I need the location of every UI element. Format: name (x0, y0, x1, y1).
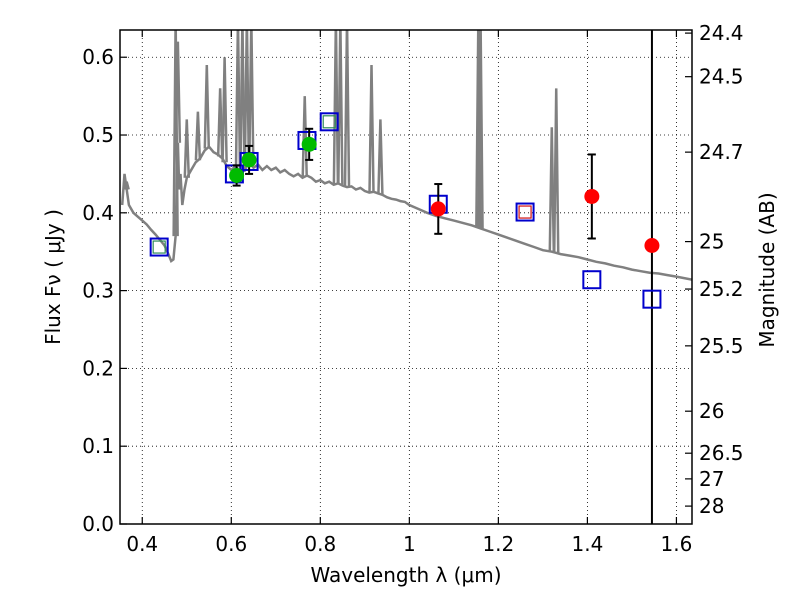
emission-line (248, 30, 255, 165)
model-photometry-square (149, 237, 169, 257)
emission-line (183, 119, 191, 178)
right-tick-label: 27 (699, 467, 724, 491)
emission-line (337, 30, 344, 185)
x-tick-label: 0.4 (126, 532, 158, 556)
emission-line (552, 88, 560, 253)
observed-flux-point (301, 136, 317, 152)
emission-line (221, 57, 228, 163)
emission-line (123, 181, 130, 190)
model-spectrum-line (120, 142, 692, 281)
y-tick-label: 0.6 (82, 45, 114, 69)
emission-line (477, 30, 484, 229)
model-photometry-square (515, 202, 535, 222)
right-tick-label: 28 (699, 494, 724, 518)
emission-lines (123, 30, 560, 253)
right-axis-label: Magnitude (AB) (755, 192, 779, 347)
plot-background (120, 30, 692, 524)
x-tick-label: 1.2 (482, 532, 514, 556)
y-axis-ticks: 0.0 0.1 0.2 0.3 0.4 0.5 0.6 (82, 45, 127, 536)
emission-line (548, 127, 556, 252)
emission-line (377, 119, 384, 195)
observed-flux-point (241, 152, 257, 168)
x-tick-label: 0.8 (304, 532, 336, 556)
photometry-markers (149, 112, 662, 309)
emission-line (243, 30, 251, 167)
emission-line (172, 30, 179, 237)
y-tick-label: 0.0 (82, 512, 114, 536)
x-tick-label: 0.6 (215, 532, 247, 556)
right-tick-label: 25 (699, 230, 724, 254)
emission-line (343, 30, 351, 188)
observed-flux-point (229, 167, 245, 183)
emission-line (234, 30, 242, 171)
x-tick-label: 1.6 (661, 532, 693, 556)
right-tick-label: 24.7 (699, 140, 744, 164)
emission-line (194, 111, 202, 161)
observed-flux-point (644, 237, 660, 253)
x-axis-ticks: 0.4 0.6 0.8 1 1.2 1.4 1.6 (126, 30, 692, 556)
model-photometry-square (582, 270, 602, 290)
y-tick-label: 0.1 (82, 434, 114, 458)
x-tick-label: 1.4 (571, 532, 603, 556)
right-tick-label: 24.4 (699, 21, 744, 45)
observed-flux-point (430, 201, 446, 217)
inner-square-marker (152, 240, 166, 254)
x-axis-label: Wavelength λ (μm) (310, 563, 501, 587)
right-tick-label: 24.5 (699, 65, 744, 89)
inner-square-marker (322, 115, 336, 129)
right-tick-label: 26 (699, 399, 724, 423)
right-axis-ticks: 24.4 24.5 24.7 25 25.2 25.5 26 26.527 28 (685, 21, 744, 518)
inner-square-marker (518, 205, 532, 219)
y-tick-label: 0.2 (82, 356, 114, 380)
y-tick-label: 0.5 (82, 123, 114, 147)
right-tick-label: 26.5 (699, 441, 744, 465)
right-tick-label: 25.2 (699, 277, 744, 301)
emission-line (203, 64, 211, 149)
y-tick-label: 0.3 (82, 279, 114, 303)
right-tick-label: 25.5 (699, 334, 744, 358)
plot-frame (119, 29, 693, 525)
emission-line (239, 30, 246, 172)
y-tick-label: 0.4 (82, 201, 114, 225)
y-axis-label: Flux Fν ( μJy ) (41, 209, 65, 345)
grid-lines (120, 30, 692, 524)
emission-line (174, 41, 182, 143)
x-tick-label: 1 (403, 532, 416, 556)
model-photometry-square (319, 112, 339, 132)
emission-line (216, 88, 224, 157)
model-photometry-square (642, 289, 662, 309)
emission-line (368, 64, 375, 193)
observed-flux-point (584, 188, 600, 204)
